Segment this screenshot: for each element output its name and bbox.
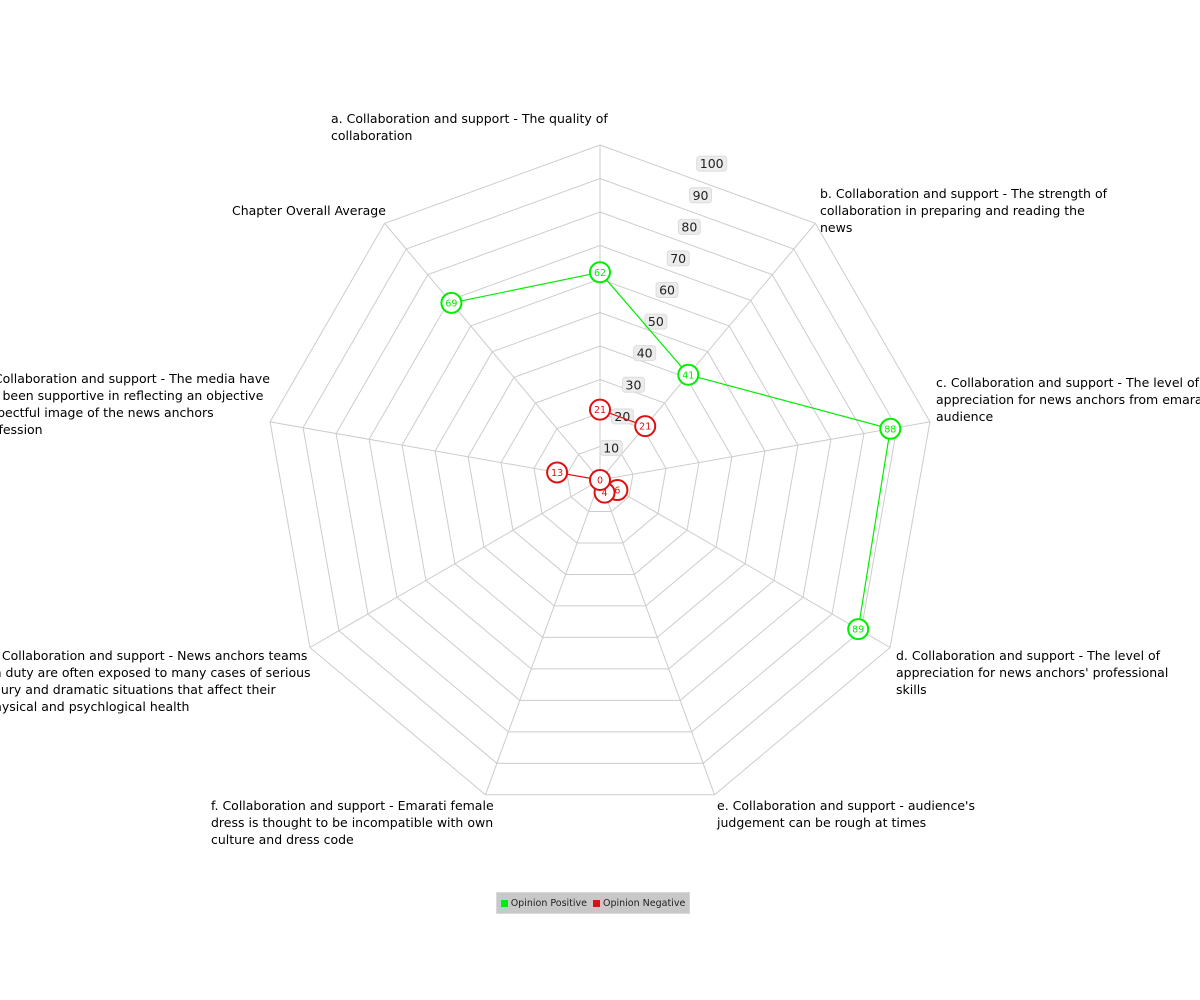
axis-label-g: g. Collaboration and support - News anch…	[0, 648, 311, 714]
axis-label-d: d. Collaboration and support - The level…	[896, 648, 1169, 697]
grid-spoke	[484, 479, 601, 795]
data-label-positive: 89	[852, 625, 864, 636]
data-label-positive: 41	[682, 370, 694, 381]
tick-label: 70	[670, 251, 686, 266]
tick-label-bg	[622, 376, 646, 393]
axis-label-e: e. Collaboration and support - audience'…	[717, 798, 975, 830]
legend-swatch-positive	[500, 899, 508, 907]
grid-ring	[335, 211, 865, 733]
series-line-positive	[688, 374, 891, 430]
data-point-negative	[589, 469, 611, 491]
tick-label-bg	[599, 439, 623, 456]
grid-spoke	[384, 223, 601, 481]
data-point-positive	[879, 417, 902, 440]
grid-ring	[269, 144, 931, 796]
axis-label-average: Chapter Overall Average	[232, 203, 386, 218]
axis-label-a: a. Collaboration and support - The quali…	[331, 111, 608, 143]
tick-label: 20	[614, 409, 630, 424]
data-point-negative	[589, 398, 611, 421]
series-line-positive	[857, 428, 891, 630]
data-point-positive	[847, 618, 870, 641]
grid-spoke	[309, 479, 601, 648]
grid-spoke	[599, 223, 816, 481]
series-line-positive	[599, 271, 689, 376]
chart-legend: Opinion Positive Opinion Negative	[496, 892, 690, 914]
grid-spoke	[599, 479, 716, 795]
tick-label: 60	[659, 283, 675, 298]
grid-ring	[368, 244, 832, 701]
grid-ring	[500, 378, 700, 575]
axis-label-h: h. Collaboration and support - The media…	[0, 371, 270, 437]
grid-ring	[401, 278, 799, 670]
tick-label: 50	[648, 314, 664, 329]
data-label-negative: 21	[594, 405, 606, 416]
grid-ring	[434, 311, 766, 638]
grid-spoke	[599, 421, 930, 481]
data-point-negative	[634, 415, 657, 438]
tick-label: 40	[637, 346, 653, 361]
data-label-negative: 0	[597, 476, 603, 487]
data-point-positive	[677, 363, 700, 386]
axis-label-c: c. Collaboration and support - The level…	[936, 375, 1200, 424]
data-point-positive	[440, 291, 463, 314]
legend-item-negative[interactable]: Opinion Negative	[593, 898, 685, 909]
tick-label-bg	[689, 187, 713, 204]
grid-ring	[533, 412, 667, 544]
grid-spoke	[270, 421, 601, 481]
series-line-positive	[451, 271, 601, 304]
data-label-positive: 88	[884, 424, 896, 435]
axis-label-b: b. Collaboration and support - The stren…	[820, 186, 1107, 235]
legend-swatch-negative	[593, 899, 600, 907]
data-label-negative: 21	[639, 422, 651, 433]
grid-ring	[302, 177, 898, 764]
tick-label-bg	[666, 250, 690, 267]
data-label-positive: 69	[445, 298, 457, 309]
tick-label-bg	[696, 155, 728, 172]
tick-label: 10	[603, 440, 619, 455]
tick-label-bg	[644, 313, 668, 330]
data-point-negative	[546, 461, 569, 484]
tick-label: 30	[626, 377, 642, 392]
legend-label-negative: Opinion Negative	[603, 897, 686, 909]
tick-label: 100	[700, 156, 724, 171]
grid-spoke	[599, 479, 891, 648]
data-point-positive	[589, 261, 611, 284]
legend-label-positive: Opinion Positive	[510, 897, 587, 909]
axis-label-f: f. Collaboration and support - Emarati f…	[211, 798, 494, 847]
tick-label: 80	[681, 219, 697, 234]
data-label-negative: 6	[614, 486, 620, 497]
data-label-positive: 62	[594, 268, 606, 279]
tick-label-bg	[633, 345, 657, 362]
grid-ring	[467, 345, 733, 607]
tick-label-bg	[677, 218, 701, 235]
tick-label-bg	[655, 282, 679, 299]
data-label-negative: 4	[602, 488, 608, 499]
legend-item-positive[interactable]: Opinion Positive	[500, 897, 587, 909]
tick-label: 90	[693, 188, 709, 203]
grid-ring	[566, 445, 634, 512]
data-label-negative: 13	[551, 468, 563, 479]
